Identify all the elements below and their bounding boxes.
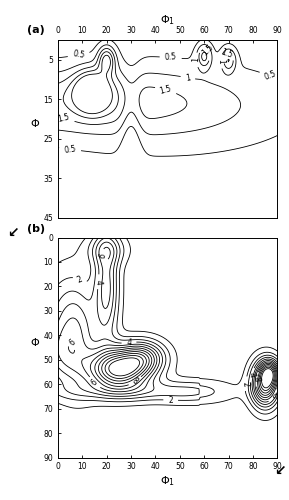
Text: 0.5: 0.5	[72, 49, 85, 60]
Text: 1: 1	[192, 58, 201, 62]
Text: 0.5: 0.5	[263, 70, 277, 82]
Text: 6: 6	[98, 252, 108, 260]
Text: ↙: ↙	[7, 226, 19, 239]
Text: 1.5: 1.5	[220, 47, 234, 60]
Text: 4: 4	[247, 372, 257, 378]
Text: (a): (a)	[27, 25, 45, 35]
Text: 1.5: 1.5	[159, 84, 173, 96]
X-axis label: $\Phi_1$: $\Phi_1$	[160, 474, 175, 488]
Y-axis label: $\Phi$: $\Phi$	[30, 116, 40, 128]
Text: 6: 6	[90, 378, 100, 388]
Text: 6: 6	[68, 338, 77, 348]
Text: 6: 6	[269, 392, 279, 400]
X-axis label: $\Phi_1$: $\Phi_1$	[160, 14, 175, 27]
Text: 0.5: 0.5	[164, 52, 177, 62]
Text: 2: 2	[241, 380, 250, 386]
Text: 4: 4	[94, 279, 103, 284]
Y-axis label: $\Phi$: $\Phi$	[30, 336, 40, 347]
Text: 0.5: 0.5	[64, 144, 77, 154]
Text: (b): (b)	[27, 224, 45, 234]
Text: 1.5: 1.5	[200, 42, 215, 58]
Text: 8: 8	[252, 376, 261, 382]
Text: 8: 8	[131, 376, 140, 386]
Text: 2: 2	[76, 274, 84, 285]
Text: 4: 4	[126, 338, 132, 347]
Text: ↙: ↙	[275, 464, 286, 478]
Text: 1.5: 1.5	[57, 112, 71, 124]
Text: 1: 1	[185, 73, 191, 83]
Text: 2: 2	[168, 396, 173, 404]
Text: 1: 1	[216, 59, 226, 64]
